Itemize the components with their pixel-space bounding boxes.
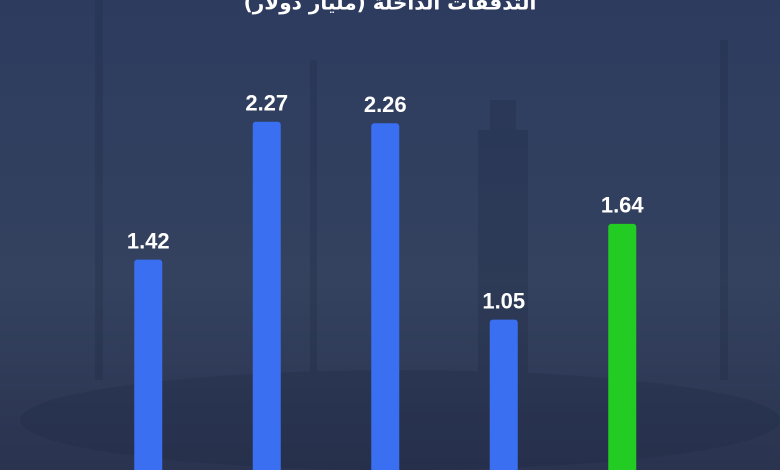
bar <box>252 121 281 470</box>
data-label: 2.27 <box>245 91 288 116</box>
bar <box>371 123 400 470</box>
background-scenery <box>20 0 780 470</box>
bar <box>608 223 637 470</box>
data-label: 1.42 <box>127 228 170 253</box>
bar <box>489 319 518 470</box>
data-label: 1.05 <box>482 288 525 313</box>
bar <box>134 259 163 470</box>
chart-title: التدفقات الداخلة (مليار دولار) <box>244 0 537 15</box>
data-label: 2.26 <box>364 92 407 117</box>
data-label: 1.64 <box>601 193 645 218</box>
